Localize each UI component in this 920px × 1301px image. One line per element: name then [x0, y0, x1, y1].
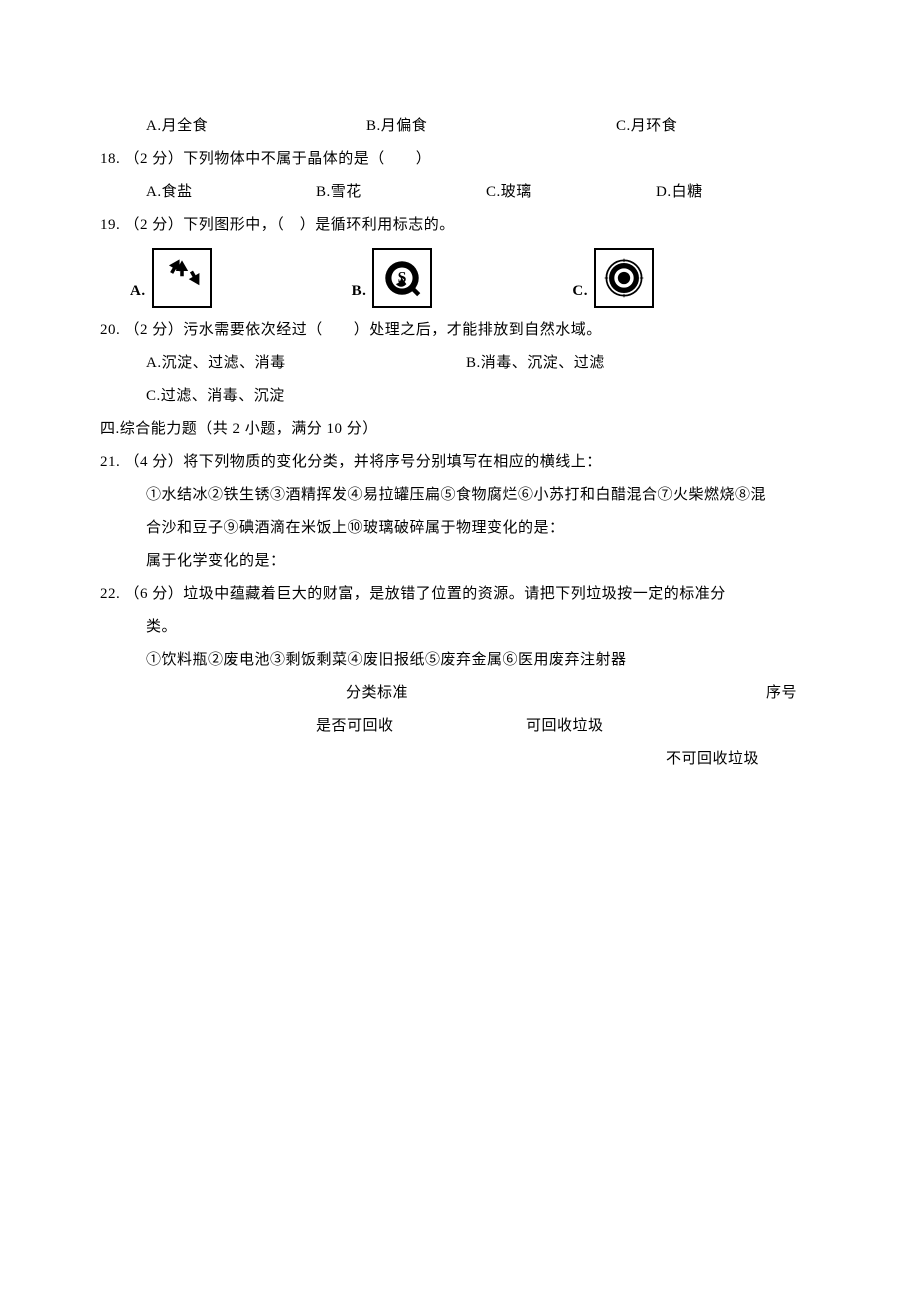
q19-options: A. B. S [100, 248, 820, 308]
q19-opt-c-wrap: C. [572, 248, 654, 308]
q22-table-row1: 是否可回收 可回收垃圾 [146, 710, 820, 743]
q18-opt-b: B.雪花 [316, 176, 486, 209]
q20-opt-c: C.过滤、消毒、沉淀 [146, 380, 285, 413]
q20-options-row1: A.沉淀、过滤、消毒 B.消毒、沉淀、过滤 [100, 347, 820, 380]
q21-line1: ①水结冰②铁生锈③酒精挥发④易拉罐压扁⑤食物腐烂⑥小苏打和白醋混合⑦火柴燃烧⑧混 [100, 479, 820, 512]
q18-opt-a: A.食盐 [146, 176, 316, 209]
q20-stem: 20. （2 分）污水需要依次经过（ ）处理之后，才能排放到自然水域。 [100, 314, 820, 347]
q17-options: A.月全食 B.月偏食 C.月环食 [100, 110, 820, 143]
q20-opt-a: A.沉淀、过滤、消毒 [146, 347, 466, 380]
q19-stem: 19. （2 分）下列图形中，（ ）是循环利用标志的。 [100, 209, 820, 242]
q19-opt-c-label: C. [572, 275, 588, 308]
q19-opt-a-wrap: A. [130, 248, 212, 308]
svg-text:S: S [398, 269, 407, 286]
q18-options: A.食盐 B.雪花 C.玻璃 D.白糖 [100, 176, 820, 209]
q18-opt-d: D.白糖 [656, 176, 703, 209]
q22-r1c1: 是否可回收 [316, 710, 526, 743]
q17-opt-c: C.月环食 [616, 110, 677, 143]
recycle-icon [152, 248, 212, 308]
env-badge-icon [594, 248, 654, 308]
q21-line3: 属于化学变化的是： [100, 545, 820, 578]
q20-options-row2: C.过滤、消毒、沉淀 [100, 380, 820, 413]
q22-stem2: 类。 [100, 611, 820, 644]
q22-th2: 序号 [766, 677, 797, 710]
q18-opt-c: C.玻璃 [486, 176, 656, 209]
q22-line1: ①饮料瓶②废电池③剩饭剩菜④废旧报纸⑤废弃金属⑥医用废弃注射器 [100, 644, 820, 677]
q22-table-row2: 不可回收垃圾 [146, 743, 820, 776]
q22-stem: 22. （6 分）垃圾中蕴藏着巨大的财富，是放错了位置的资源。请把下列垃圾按一定… [100, 578, 820, 611]
q17-opt-a: A.月全食 [146, 110, 366, 143]
section4-heading: 四.综合能力题（共 2 小题，满分 10 分） [100, 413, 820, 446]
q21-line2: 合沙和豆子⑨碘酒滴在米饭上⑩玻璃破碎属于物理变化的是： [100, 512, 820, 545]
exam-page: A.月全食 B.月偏食 C.月环食 18. （2 分）下列物体中不属于晶体的是（… [0, 0, 920, 836]
q22-table: 分类标准 序号 是否可回收 可回收垃圾 不可回收垃圾 [100, 677, 820, 776]
q21-stem: 21. （4 分）将下列物质的变化分类，并将序号分别填写在相应的横线上： [100, 446, 820, 479]
q22-r1c2: 可回收垃圾 [526, 710, 604, 743]
q22-table-header: 分类标准 序号 [146, 677, 820, 710]
q18-stem: 18. （2 分）下列物体中不属于晶体的是（ ） [100, 143, 820, 176]
q19-opt-b-wrap: B. S [352, 248, 433, 308]
q20-opt-b: B.消毒、沉淀、过滤 [466, 347, 605, 380]
q22-r2c2: 不可回收垃圾 [666, 743, 759, 776]
q19-opt-a-label: A. [130, 275, 146, 308]
q17-opt-b: B.月偏食 [366, 110, 616, 143]
qs-icon: S [372, 248, 432, 308]
q22-th1: 分类标准 [346, 677, 536, 710]
q19-opt-b-label: B. [352, 275, 367, 308]
